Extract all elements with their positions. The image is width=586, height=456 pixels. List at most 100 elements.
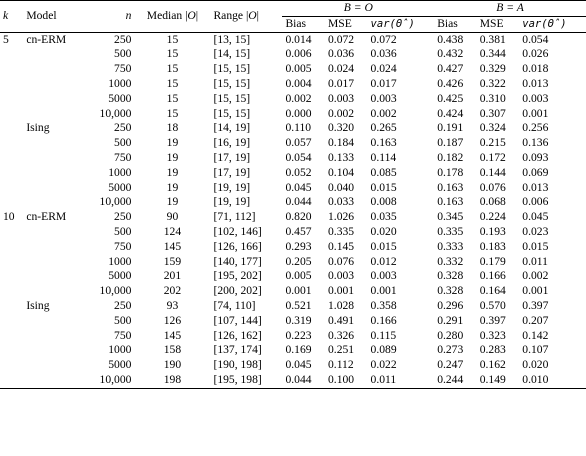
cell-median: 126: [163, 313, 182, 327]
cell-bias-o: 0.319: [285, 313, 312, 327]
table-row: 10,000 19 [19, 19] 0.044 0.033 0.008 0.163 0.06…: [0, 195, 586, 210]
cell-mse-a: 0.397: [479, 313, 506, 327]
cell-bias-o: 0.005: [285, 62, 312, 76]
cell-model: [23, 166, 84, 181]
cell-var-a: 0.023: [522, 224, 549, 238]
cell-range: [19, 19]: [213, 180, 251, 194]
table-row: Ising 250 93 [74, 110] 0.521 1.028 0.358 0.296 0…: [0, 299, 586, 314]
cell-median: 19: [166, 136, 179, 150]
cell-var-a: 0.011: [522, 254, 548, 268]
cell-var-o: 0.024: [370, 62, 397, 76]
cell-bias-o: 0.110: [285, 121, 312, 135]
cell-var-a: 0.001: [522, 284, 549, 298]
cell-mse-o: 0.184: [328, 136, 355, 150]
cell-bias-o: 0.001: [285, 284, 312, 298]
cell-range: [19, 19]: [213, 195, 251, 209]
cell-k: [0, 166, 23, 181]
col-mse-1: MSE: [328, 16, 352, 30]
cell-bias-o: 0.044: [285, 372, 312, 386]
cell-model: [23, 107, 84, 122]
cell-k: [0, 107, 23, 122]
cell-var-o: 0.265: [370, 121, 397, 135]
cell-k: [0, 240, 23, 255]
cell-n: 250: [114, 210, 132, 224]
group-b-equals-o: B = O: [282, 0, 435, 17]
cell-mse-o: 0.100: [328, 372, 355, 386]
cell-bias-a: 0.432: [437, 47, 464, 61]
table-row: 5000 201 [195, 202] 0.005 0.003 0.003 0.328 0.1…: [0, 269, 586, 284]
cell-mse-o: 1.026: [328, 210, 355, 224]
cell-bias-a: 0.280: [437, 328, 464, 342]
table-header: k Model n Median |O| Range |O| B = O B =…: [0, 0, 586, 33]
cell-mse-o: 0.001: [328, 284, 355, 298]
cell-range: [14, 19]: [213, 121, 251, 135]
cell-model: [23, 255, 84, 270]
cell-mse-o: 0.040: [328, 180, 355, 194]
cell-n: 1000: [108, 343, 132, 357]
cell-k: [0, 121, 23, 136]
cell-median: 15: [166, 62, 179, 76]
cell-mse-a: 0.193: [479, 224, 506, 238]
cell-k: [0, 299, 23, 314]
cell-bias-o: 0.205: [285, 254, 312, 268]
cell-n: 750: [114, 328, 132, 342]
cell-range: [74, 110]: [213, 298, 256, 312]
cell-model: [23, 284, 84, 299]
cell-n: 750: [114, 62, 132, 76]
cell-k: [0, 225, 23, 240]
cell-k: 5: [3, 32, 9, 46]
cell-n: 1000: [108, 165, 132, 179]
cell-var-o: 0.166: [370, 313, 397, 327]
cell-mse-o: 0.133: [328, 150, 355, 164]
cell-bias-a: 0.291: [437, 313, 464, 327]
cell-var-a: 0.136: [522, 136, 549, 150]
cell-range: [195, 198]: [213, 372, 262, 386]
cell-n: 500: [114, 136, 132, 150]
table-row: 5000 15 [15, 15] 0.002 0.003 0.003 0.425 0.310 0…: [0, 92, 586, 107]
cell-var-o: 0.012: [370, 254, 397, 268]
cell-k: [0, 47, 23, 62]
cell-model: [23, 92, 84, 107]
cell-model: [23, 269, 84, 284]
table-row: 1000 15 [15, 15] 0.004 0.017 0.017 0.426 0.322 0…: [0, 77, 586, 92]
col-k: k: [3, 8, 9, 22]
cell-range: [15, 15]: [213, 62, 251, 76]
cell-k: [0, 269, 23, 284]
cell-var-o: 0.089: [370, 343, 397, 357]
cell-median: 19: [166, 150, 179, 164]
cell-range: [13, 15]: [213, 32, 251, 46]
cell-var-a: 0.069: [522, 165, 549, 179]
cell-median: 159: [163, 254, 182, 268]
cell-n: 250: [114, 121, 132, 135]
cell-k: [0, 284, 23, 299]
cell-n: 500: [114, 47, 132, 61]
cell-var-a: 0.018: [522, 62, 549, 76]
cell-n: 500: [114, 313, 132, 327]
cell-range: [17, 19]: [213, 150, 251, 164]
cell-bias-a: 0.333: [437, 239, 464, 253]
table-row: Ising 250 18 [14, 19] 0.110 0.320 0.265 0.191 0.…: [0, 121, 586, 136]
cell-range: [15, 15]: [213, 106, 251, 120]
cell-var-o: 0.020: [370, 224, 397, 238]
table-row: 10,000 15 [15, 15] 0.000 0.002 0.002 0.424 0.30…: [0, 107, 586, 122]
cell-bias-a: 0.273: [437, 343, 464, 357]
cell-var-a: 0.045: [522, 210, 549, 224]
cell-var-o: 0.017: [370, 76, 397, 90]
col-var-2: var(Θ̂): [522, 17, 567, 30]
col-bias-1: Bias: [285, 16, 307, 30]
cell-n: 1000: [108, 76, 132, 90]
cell-k: [0, 151, 23, 166]
cell-bias-o: 0.044: [285, 195, 312, 209]
cell-bias-o: 0.006: [285, 47, 312, 61]
cell-mse-o: 0.002: [328, 106, 355, 120]
cell-mse-a: 0.164: [479, 284, 506, 298]
cell-n: 5000: [108, 180, 132, 194]
cell-bias-a: 0.424: [437, 106, 464, 120]
cell-var-a: 0.003: [522, 91, 549, 105]
cell-k: 10: [3, 210, 15, 224]
cell-model: [23, 314, 84, 329]
cell-var-a: 0.397: [522, 298, 549, 312]
cell-var-o: 0.072: [370, 32, 397, 46]
cell-mse-a: 0.310: [479, 91, 506, 105]
cell-k: [0, 77, 23, 92]
